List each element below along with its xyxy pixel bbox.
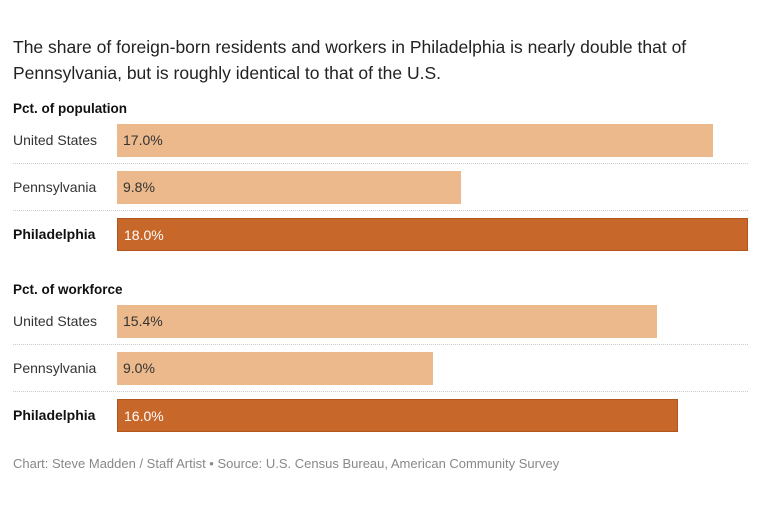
bar-row: Philadelphia 16.0% — [0, 399, 760, 432]
category-label: Philadelphia — [13, 226, 96, 242]
section-title: Pct. of workforce — [13, 282, 123, 297]
value-label: 15.4% — [123, 313, 163, 329]
category-label: Pennsylvania — [13, 360, 97, 376]
category-label: Philadelphia — [13, 407, 96, 423]
bar-row: Pennsylvania 9.0% — [0, 352, 760, 385]
bar-row: Pennsylvania 9.8% — [0, 171, 760, 204]
bar: 15.4% — [117, 305, 657, 338]
value-label: 9.8% — [123, 179, 155, 195]
category-label: United States — [13, 313, 98, 329]
row-divider — [13, 210, 748, 211]
row-divider — [13, 163, 748, 164]
bar: 9.8% — [117, 171, 461, 204]
value-label: 16.0% — [124, 408, 164, 424]
chart-credit: Chart: Steve Madden / Staff Artist • Sou… — [13, 456, 560, 471]
value-label: 9.0% — [123, 360, 155, 376]
bar: 18.0% — [117, 218, 748, 251]
bar: 9.0% — [117, 352, 433, 385]
chart-title: The share of foreign-born residents and … — [13, 37, 687, 83]
row-divider — [13, 391, 748, 392]
bar-row: Philadelphia 18.0% — [0, 218, 760, 251]
bar: 16.0% — [117, 399, 678, 432]
section-title: Pct. of population — [13, 101, 127, 116]
value-label: 18.0% — [124, 227, 164, 243]
bar: 17.0% — [117, 124, 713, 157]
bar-row: United States 17.0% — [0, 124, 760, 157]
category-label: United States — [13, 132, 98, 148]
category-label: Pennsylvania — [13, 179, 97, 195]
value-label: 17.0% — [123, 132, 163, 148]
row-divider — [13, 344, 748, 345]
bar-row: United States 15.4% — [0, 305, 760, 338]
